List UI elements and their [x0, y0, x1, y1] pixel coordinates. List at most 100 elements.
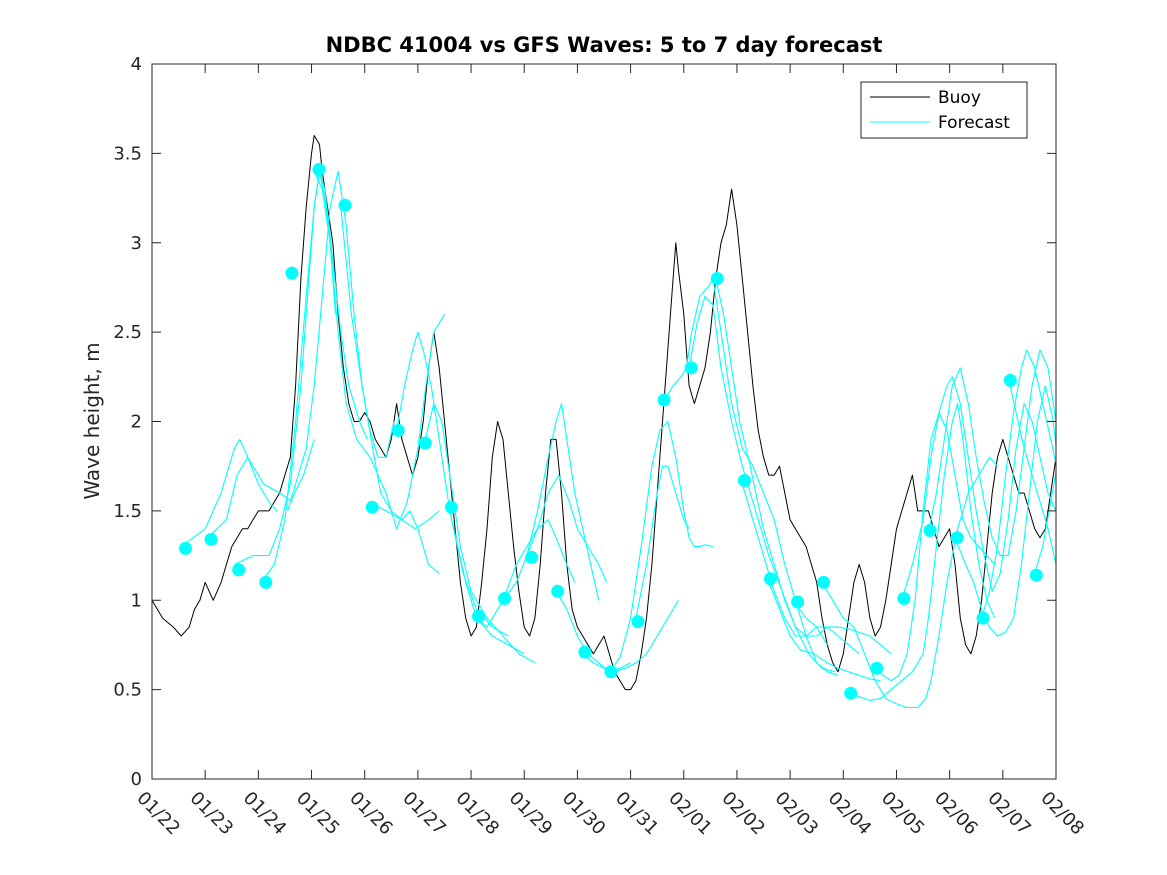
forecast-marker	[312, 163, 326, 176]
x-tick-label: 02/03	[771, 788, 823, 840]
forecast-marker	[444, 500, 458, 514]
forecast-marker	[259, 575, 273, 589]
forecast-marker	[338, 198, 352, 212]
forecast-series-line	[927, 349, 1056, 557]
forecast-series-line	[901, 376, 1056, 601]
x-tick-label: 01/22	[132, 788, 184, 840]
x-tick-label: 01/27	[398, 788, 450, 840]
x-tick-label: 01/25	[292, 788, 344, 840]
forecast-series-line	[741, 483, 860, 655]
forecast-series-line	[1034, 469, 1056, 574]
forecast-marker	[684, 361, 698, 375]
forecast-marker	[498, 592, 512, 605]
y-tick-label: 0	[131, 769, 142, 790]
forecast-series-line	[180, 438, 278, 548]
legend-buoy-label: Buoy	[938, 88, 981, 108]
forecast-marker	[391, 423, 405, 437]
x-tick-label: 01/28	[452, 788, 504, 840]
legend: Buoy Forecast	[860, 81, 1028, 139]
forecast-marker	[418, 436, 432, 450]
forecast-marker	[710, 272, 724, 285]
forecast-marker	[976, 611, 990, 625]
forecast-marker	[657, 393, 671, 407]
forecast-series-line	[289, 439, 315, 503]
forecast-marker	[844, 686, 858, 700]
legend-forecast-label: Forecast	[938, 113, 1010, 133]
x-tick-label: 01/24	[239, 788, 291, 840]
forecast-marker	[817, 575, 831, 589]
forecast-series-line	[526, 474, 608, 583]
y-tick-label: 2.5	[113, 322, 142, 343]
x-tick-label: 02/06	[930, 788, 982, 840]
y-axis-label: Wave height, m	[80, 342, 104, 499]
plot-area	[152, 135, 1056, 709]
forecast-marker	[763, 572, 777, 586]
forecast-marker	[923, 524, 937, 537]
forecast-series-line	[502, 403, 600, 601]
y-tick-label: 1	[131, 590, 142, 611]
x-tick-label: 02/08	[1036, 788, 1088, 840]
x-tick-label: 02/04	[824, 788, 876, 840]
forecast-marker	[791, 595, 805, 609]
forecast-series-line	[635, 465, 690, 619]
forecast-series-line	[313, 171, 445, 530]
forecast-marker	[551, 584, 565, 598]
forecast-marker	[365, 500, 379, 514]
forecast-marker	[631, 615, 645, 629]
forecast-series-line	[396, 331, 509, 637]
forecast-series-line	[340, 206, 440, 574]
y-tick-label: 0.5	[113, 680, 142, 701]
x-tick-label: 01/31	[611, 788, 663, 840]
x-tick-label: 02/02	[717, 788, 769, 840]
forecast-marker	[204, 533, 218, 546]
forecast-series-line	[582, 600, 679, 673]
forecast-marker	[950, 531, 964, 545]
y-tick-label: 4	[131, 54, 142, 75]
x-tick-label: 01/30	[558, 788, 610, 840]
x-tick-label: 02/07	[983, 788, 1035, 840]
forecast-series-line	[794, 603, 892, 655]
forecast-series-line	[260, 170, 368, 583]
forecast-marker	[578, 645, 592, 659]
legend-box	[860, 81, 1028, 139]
forecast-series-line	[608, 420, 714, 673]
forecast-series-line	[369, 501, 440, 530]
forecast-marker	[737, 474, 751, 487]
forecast-series-line	[715, 278, 828, 646]
forecast-series-line	[821, 456, 998, 709]
forecast-marker	[179, 541, 192, 555]
x-tick-label: 02/05	[877, 788, 929, 840]
forecast-marker	[525, 550, 539, 564]
forecast-marker	[232, 563, 246, 577]
x-tick-label: 01/29	[505, 788, 557, 840]
forecast-series-line	[287, 170, 395, 512]
forecast-series-line	[981, 349, 1056, 619]
axes-box	[151, 63, 1057, 780]
x-tick-label: 01/26	[345, 788, 397, 840]
forecast-series-line	[874, 412, 996, 682]
y-tick-label: 3.5	[113, 143, 142, 164]
forecast-series-line	[662, 277, 839, 676]
forecast-marker	[472, 609, 485, 623]
forecast-series-line	[954, 385, 1056, 637]
y-tick-label: 3	[131, 233, 142, 254]
forecast-marker	[1003, 373, 1017, 387]
x-tick-label: 02/01	[664, 788, 716, 840]
forecast-marker	[285, 266, 299, 280]
forecast-series-line	[848, 403, 996, 701]
forecast-series-line	[555, 591, 631, 673]
forecast-series-line	[207, 456, 294, 539]
forecast-marker	[1029, 568, 1043, 582]
forecast-series-line	[476, 519, 576, 628]
buoy-series-line	[152, 135, 1056, 691]
y-tick-label: 2	[131, 412, 142, 433]
forecast-series-line	[422, 403, 536, 664]
y-tick-label: 1.5	[113, 501, 142, 522]
forecast-series-line	[688, 295, 836, 673]
forecast-marker	[870, 661, 884, 675]
forecast-series-line	[768, 582, 881, 682]
chart-title: NDBC 41004 vs GFS Waves: 5 to 7 day fore…	[326, 33, 883, 57]
forecast-marker	[897, 592, 911, 605]
